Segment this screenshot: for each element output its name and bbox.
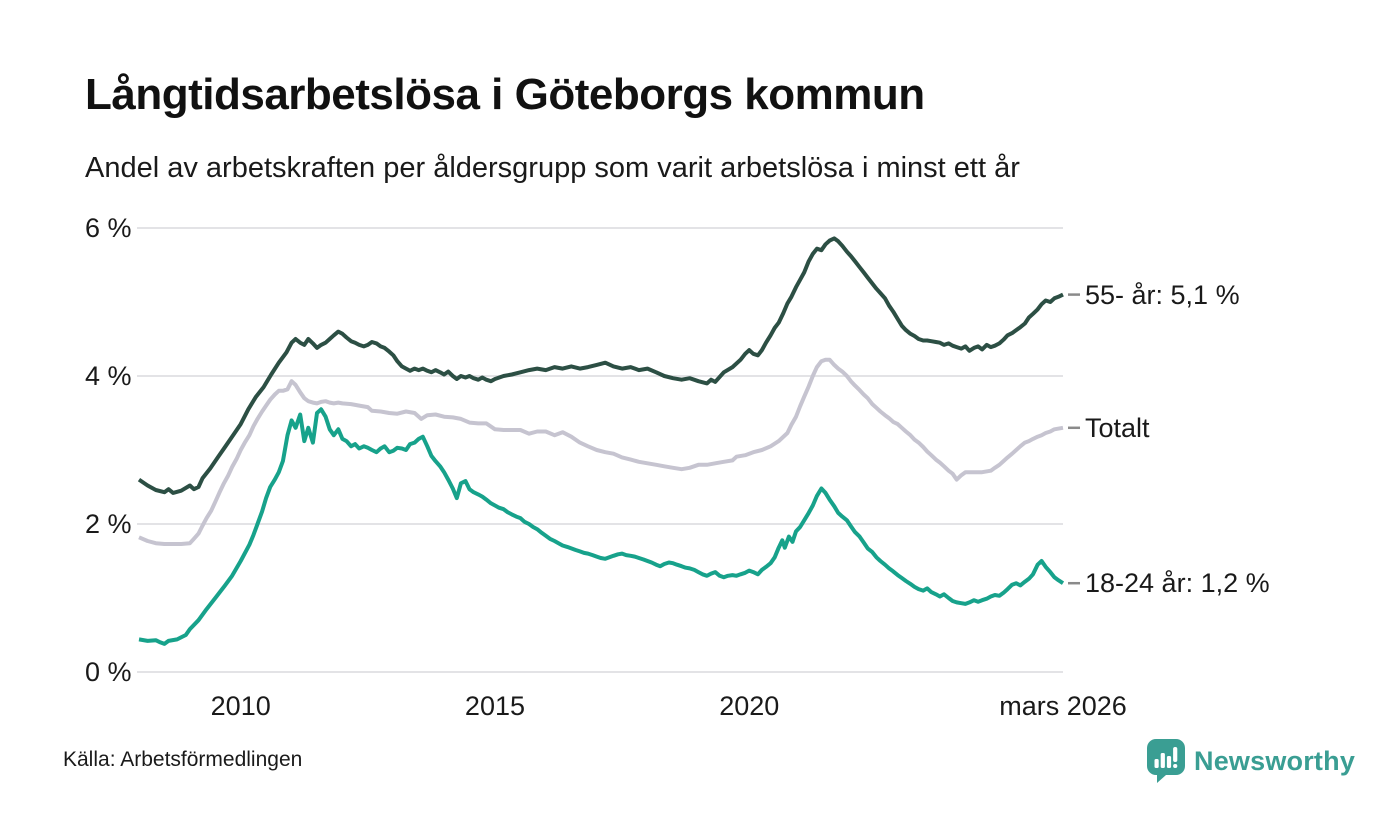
exclamation-dot [1173, 764, 1178, 768]
y-axis-label: 2 % [85, 509, 132, 539]
series-end-label: 18-24 år: 1,2 % [1085, 568, 1270, 599]
speech-bubble-shape [1147, 739, 1185, 783]
newsworthy-wordmark: Newsworthy [1194, 745, 1356, 776]
bar-chart-glyph [1154, 759, 1159, 768]
x-axis-label: 2020 [719, 691, 780, 721]
bar-chart-glyph [1160, 753, 1165, 768]
chart-title: Långtidsarbetslösa i Göteborgs kommun [85, 70, 925, 119]
series-line-Totalt [138, 357, 1064, 546]
x-axis-label: 2015 [464, 691, 525, 721]
y-axis-label: 4 % [85, 361, 132, 391]
series-line-18-24-år [138, 407, 1065, 646]
series-end-label: Totalt [1085, 412, 1150, 443]
y-axis-label: 0 % [85, 657, 132, 687]
series-end-label: 55- år: 5,1 % [1085, 279, 1240, 310]
y-axis-label: 6 % [85, 213, 132, 243]
x-axis-label: mars 2026 [999, 691, 1127, 721]
exclamation-glyph [1173, 747, 1178, 762]
series-line-55--år [137, 236, 1064, 495]
bar-chart-glyph [1166, 756, 1172, 768]
source-note: Källa: Arbetsförmedlingen [63, 748, 303, 771]
newsworthy-icon [1147, 739, 1185, 783]
x-axis-label: 2010 [210, 691, 271, 721]
newsworthy-logo: Newsworthy [1146, 738, 1355, 784]
chart-subtitle: Andel av arbetskraften per åldersgrupp s… [85, 152, 1020, 184]
